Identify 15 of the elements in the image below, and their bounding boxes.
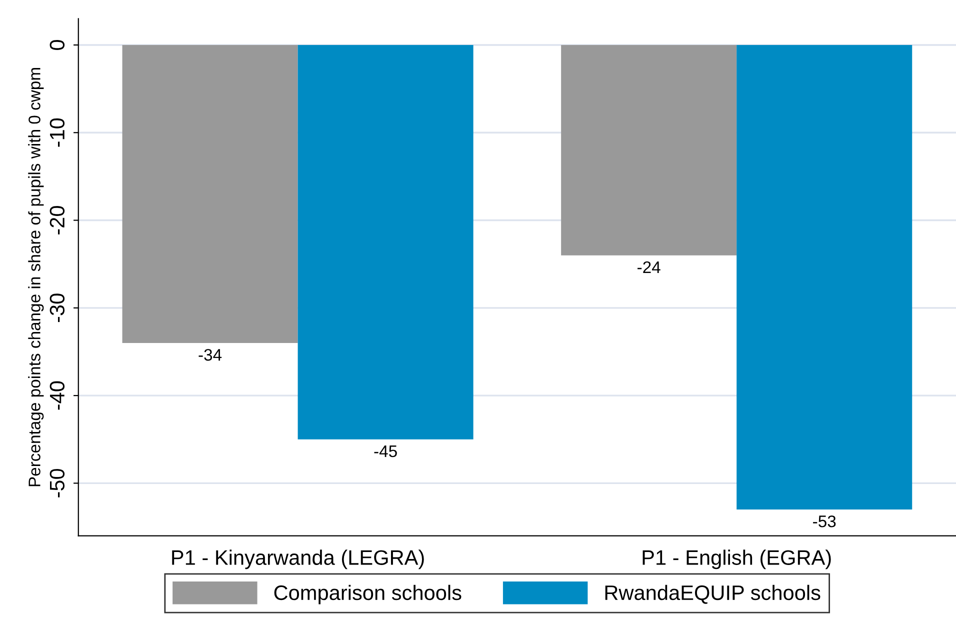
y-tick-label: -30 (50, 294, 65, 322)
y-tick-label: -40 (50, 381, 65, 410)
legend-label: RwandaEQUIP schools (605, 584, 820, 604)
y-tick-label: -20 (50, 206, 65, 234)
y-axis-title: Percentage points change in share of pupils with 0 cwpm (28, 68, 44, 486)
y-tick-label: -50 (50, 468, 65, 498)
data-label: -34 (198, 348, 222, 361)
legend-label: Comparison schools (274, 584, 462, 604)
data-label: -53 (813, 515, 836, 528)
data-label: -45 (374, 446, 397, 458)
y-tick-label: 0 (50, 40, 65, 50)
x-tick-label: P1 - English (EGRA) (642, 550, 831, 570)
data-label: -24 (638, 261, 660, 273)
y-tick-label: -10 (50, 118, 65, 147)
x-tick-label: P1 - Kinyarwanda (LEGRA) (172, 550, 424, 570)
